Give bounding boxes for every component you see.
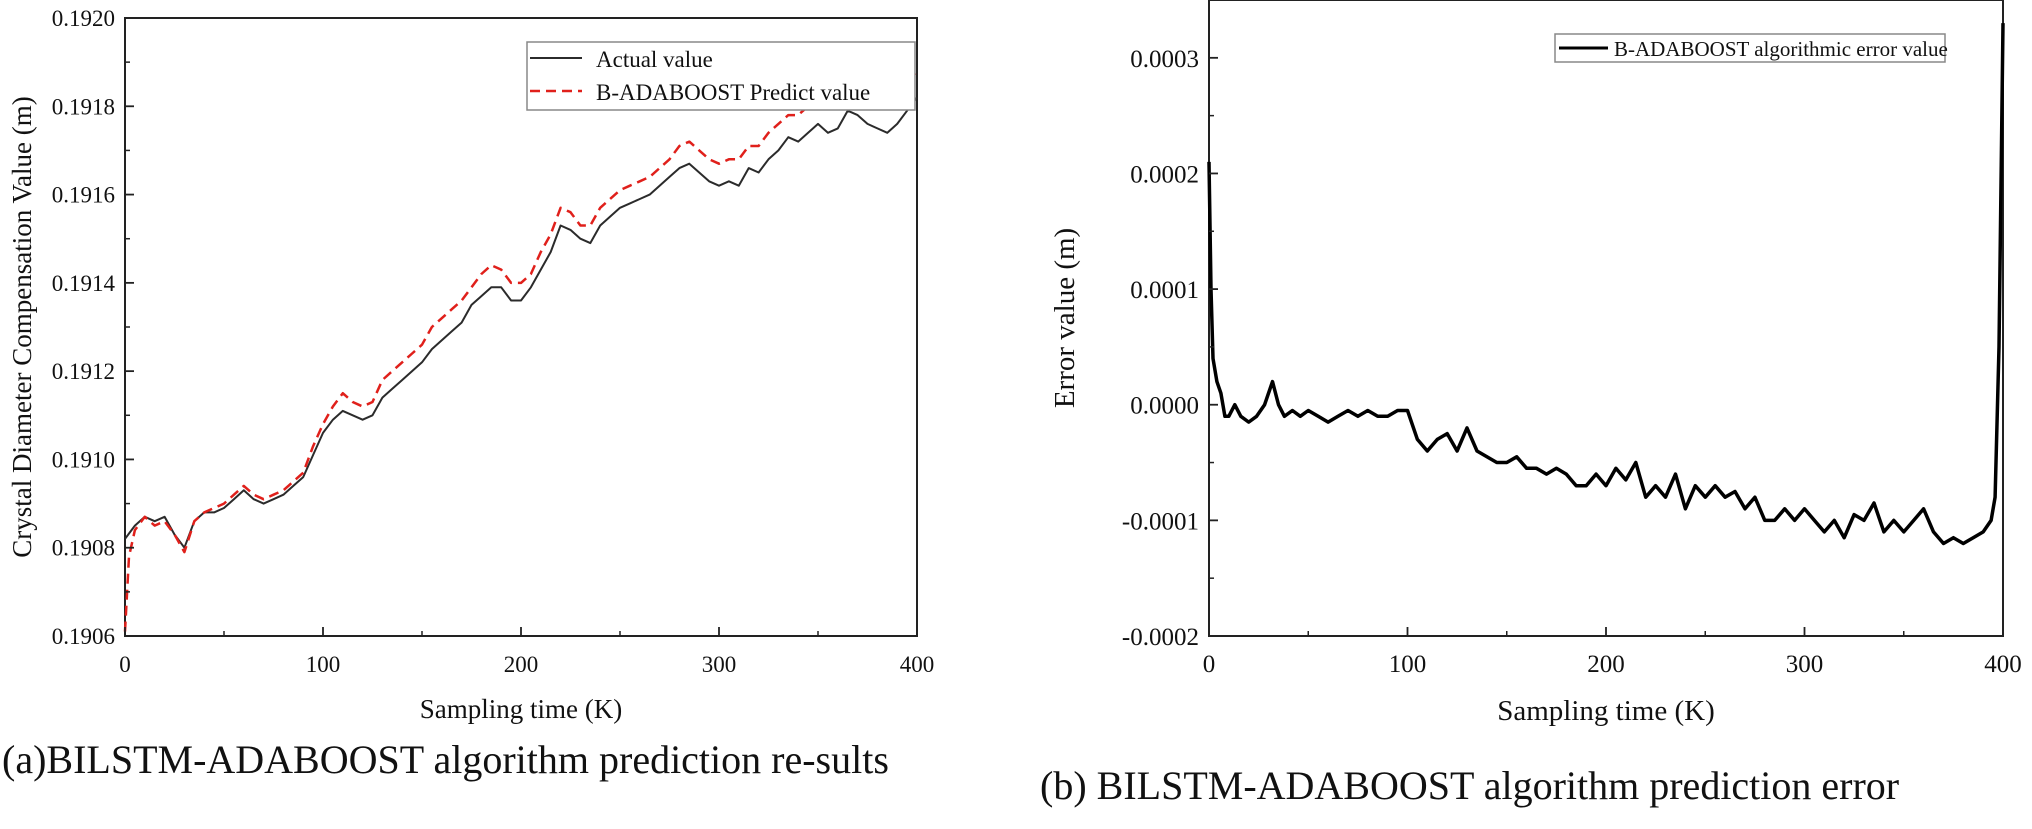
chart-b-y-axis-label: Error value (m) xyxy=(1049,228,1081,408)
chart-a-y-tick-label: 0.1910 xyxy=(52,447,115,472)
chart-a-y-tick-label: 0.1914 xyxy=(52,271,116,296)
chart-a-legend-label-predict: B-ADABOOST Predict value xyxy=(596,80,870,105)
chart-b-x-tick-label: 200 xyxy=(1587,651,1625,678)
chart-a-x-tick-label: 400 xyxy=(900,652,935,677)
chart-b-series-layer xyxy=(1207,23,2005,546)
chart-a-x-tick-label: 200 xyxy=(504,652,539,677)
chart-b-y-tick-label: -0.0002 xyxy=(1122,624,1199,651)
chart-b-x-tick-label: 400 xyxy=(1984,651,2022,678)
chart-b-plot-area xyxy=(1208,0,2004,637)
chart-a-y-tick-label: 0.1918 xyxy=(52,94,115,119)
chart-a-series-2-line xyxy=(123,70,918,632)
chart-b-x-tick-label: 300 xyxy=(1786,651,1824,678)
chart-b-legend: B-ADABOOST algorithmic error value xyxy=(1554,33,1948,63)
chart-b-y-tick-label: 0.0001 xyxy=(1130,277,1199,304)
chart-b-y-tick-label: 0.0000 xyxy=(1130,393,1199,420)
chart-a-legend-box xyxy=(526,41,916,111)
chart-a-x-axis: 0 100 200 300 400 xyxy=(119,627,934,677)
chart-a-x-tick-label: 100 xyxy=(306,652,341,677)
chart-b-x-tick-label: 0 xyxy=(1203,651,1216,678)
chart-a-y-tick-label: 0.1912 xyxy=(52,359,115,384)
chart-a-series-1-line xyxy=(124,96,918,549)
chart-a-legend-label-actual: Actual value xyxy=(596,47,713,72)
chart-b: 0 100 200 300 400 -0.0002 -0.0001 0.0000 0.0001… xyxy=(1049,0,2022,727)
chart-a-legend: Actual value B-ADABOOST Predict value xyxy=(526,41,916,111)
chart-b-legend-box xyxy=(1554,33,1946,63)
caption-b: (b) BILSTM-ADABOOST algorithm prediction… xyxy=(1040,763,1900,808)
chart-a-y-tick-label: 0.1920 xyxy=(52,6,115,31)
chart-a-y-axis-label: Crystal Diameter Compensation Value (m) xyxy=(7,96,37,557)
chart-b-series-1-line xyxy=(1207,23,2005,546)
chart-a-y-tick-label: 0.1906 xyxy=(52,624,115,649)
chart-a-y-tick-label: 0.1908 xyxy=(52,536,115,561)
chart-b-x-tick-label: 100 xyxy=(1389,651,1427,678)
chart-b-y-tick-label: 0.0003 xyxy=(1130,46,1199,73)
chart-b-y-tick-label: 0.0002 xyxy=(1130,161,1199,188)
chart-b-x-axis: 0 100 200 300 400 xyxy=(1203,627,2022,678)
chart-a: 0 100 200 300 400 0.19060.19080.19100.19120.… xyxy=(7,6,934,724)
chart-a-y-axis: 0.1906 0.1908 0.1910 0.1912 0.1914 0.1916 0.19… xyxy=(52,6,134,649)
chart-b-y-tick-label: -0.0001 xyxy=(1122,508,1199,535)
chart-a-x-axis-label: Sampling time (K) xyxy=(420,694,622,724)
chart-a-x-tick-label: 300 xyxy=(702,652,737,677)
chart-a-series-layer xyxy=(123,70,918,632)
chart-a-y-tick-label: 0.1916 xyxy=(52,183,115,208)
chart-b-x-axis-label: Sampling time (K) xyxy=(1497,695,1714,727)
chart-b-y-axis: -0.0002 -0.0001 0.0000 0.0001 0.0002 0.0003 xyxy=(1122,46,1218,651)
chart-b-legend-label: B-ADABOOST algorithmic error value xyxy=(1614,37,1948,61)
chart-a-x-tick-label: 0 xyxy=(119,652,131,677)
caption-a: (a)BILSTM-ADABOOST algorithm prediction … xyxy=(2,737,889,782)
